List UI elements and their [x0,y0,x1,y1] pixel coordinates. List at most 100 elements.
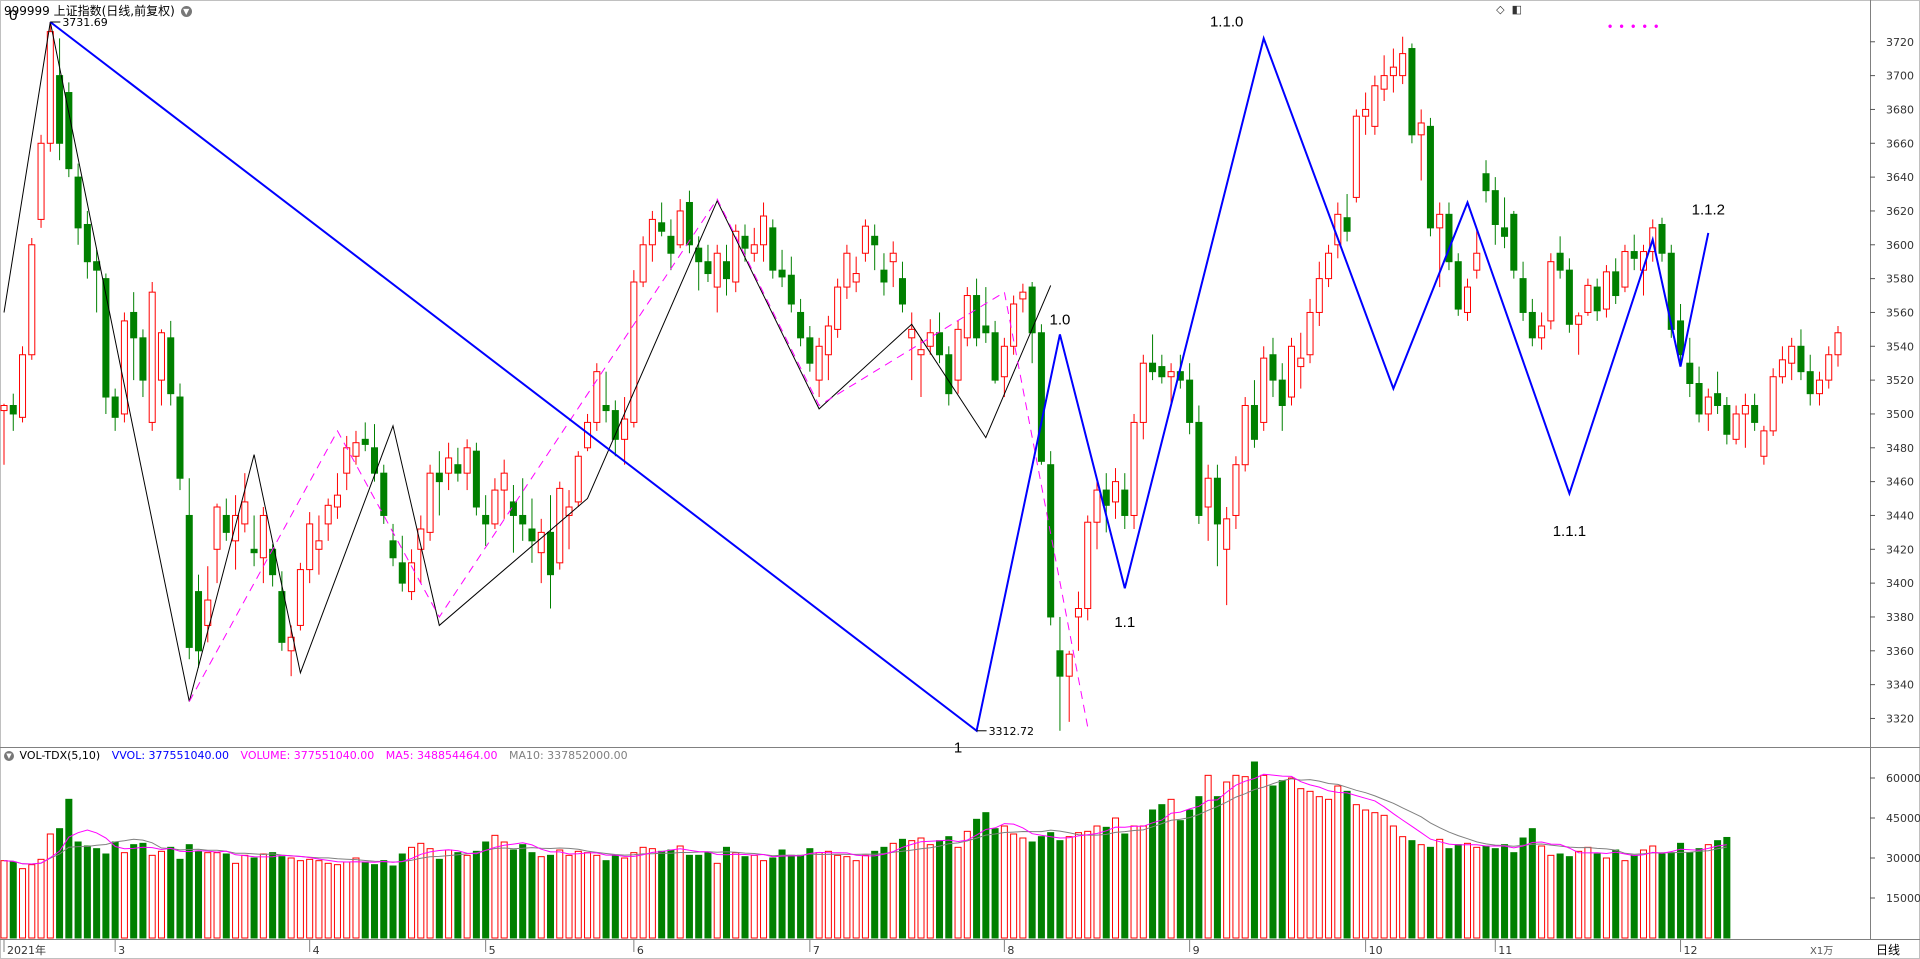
volume-bar [880,846,888,939]
period-label[interactable]: 日线 [1876,943,1901,957]
volume-bar [593,854,601,939]
candle-body [1167,371,1175,378]
volume-bar [1463,842,1472,939]
candle-body [1491,190,1499,225]
price-tick-label: 3700 [1886,70,1914,83]
volume-bar [732,852,740,939]
x-tick-label: 9 [1193,944,1200,957]
candle-body [917,349,925,356]
candle-body [797,311,805,339]
volume-indicator-name[interactable]: VOL-TDX(5,10) [19,749,101,762]
candle-body [936,332,944,356]
volume-bar [1547,854,1555,939]
price-tick-label: 3340 [1886,679,1914,692]
candle-body [1575,315,1583,325]
volume-bar [1482,845,1490,939]
volume-bar [843,856,851,939]
volume-bar [1473,846,1481,939]
wave-label: 1.0 [1050,311,1071,328]
candle-body [1510,213,1518,271]
volume-bar [500,841,508,939]
candle-body [787,274,795,305]
x-tick-label: 6 [637,944,644,957]
volume-bar [1362,809,1370,939]
volume-bar [602,860,610,939]
volume-bar [1565,856,1573,939]
volume-bar [111,841,119,939]
candle-body [1121,489,1129,516]
candle-body [435,472,443,483]
volume-bar [1519,837,1527,939]
candle-body [1436,213,1444,229]
candle-body [306,523,314,571]
diamond-icon[interactable]: ◇ [1496,4,1505,16]
candle-body [658,222,666,232]
volume-bar [1297,788,1305,939]
candle-body [1074,608,1082,618]
volume-bar [1658,853,1666,939]
wave-label: 1.1.2 [1692,201,1725,218]
candle-body [1186,379,1194,423]
price-tick-label: 3500 [1886,408,1914,421]
candle-body [1389,66,1397,77]
x-tick-label: 3 [118,944,125,957]
price-tick-label: 3400 [1886,577,1914,590]
chevron-down-icon[interactable]: ▼ [180,6,192,17]
volume-header: ▼ VOL-TDX(5,10) VVOL: 377551040.00 VOLUM… [4,749,636,762]
chart-title-text: 999999 上证指数(日线,前复权) [4,4,175,18]
price-tick-label: 3420 [1886,543,1914,556]
candle-body [1778,359,1786,378]
candle-body [1260,357,1268,423]
candle-body [370,447,379,474]
volume-bar [1287,777,1296,939]
candle-body [1047,464,1055,618]
candle-body [241,501,249,525]
volume-bar [185,844,193,939]
volume-bar [222,853,230,939]
candle-body [130,311,138,339]
volume-bar [1371,812,1379,939]
panel-icon[interactable]: ◧ [1511,4,1522,16]
volume-bar [852,860,860,939]
candle-body [1612,271,1620,297]
volume-bar [834,854,842,939]
volume-bar [1649,845,1657,939]
wave-label: 1 [954,739,962,756]
candle-body [1195,421,1203,516]
candle-body [1825,354,1833,381]
candle-body [1426,125,1434,229]
volume-bar [630,852,638,939]
x-tick-label: 8 [1007,944,1014,957]
volume-bar [1306,790,1314,939]
candle-body [760,215,768,246]
price-tick-label: 3620 [1886,205,1914,218]
volume-bar [130,844,138,939]
price-tick-label: 3660 [1886,137,1914,150]
volume-bar [713,862,721,939]
volume-bar [1186,809,1194,939]
candle-body [889,252,897,263]
candle-body [1028,286,1036,334]
candle-body [250,548,258,554]
volume-bar [435,858,443,939]
volume-bar [658,850,666,939]
volume-bar [1037,836,1045,939]
candle-body [1343,217,1351,232]
candle-body [333,494,341,508]
volume-bar [1325,798,1333,939]
candle-body [1528,311,1536,339]
candle-body [648,218,656,246]
candle-body [491,489,499,525]
candle-body [120,320,128,415]
volume-bar [1667,852,1675,939]
candle-body [982,325,990,334]
volume-bar [389,865,397,939]
price-marker-label: 3731.69 [62,16,107,29]
candle-body [1760,430,1768,457]
candle-body [722,261,730,280]
volume-bar [1232,774,1240,939]
candle-body [472,450,480,508]
candle-body [1297,357,1305,368]
chevron-down-icon[interactable]: ▼ [4,751,14,761]
